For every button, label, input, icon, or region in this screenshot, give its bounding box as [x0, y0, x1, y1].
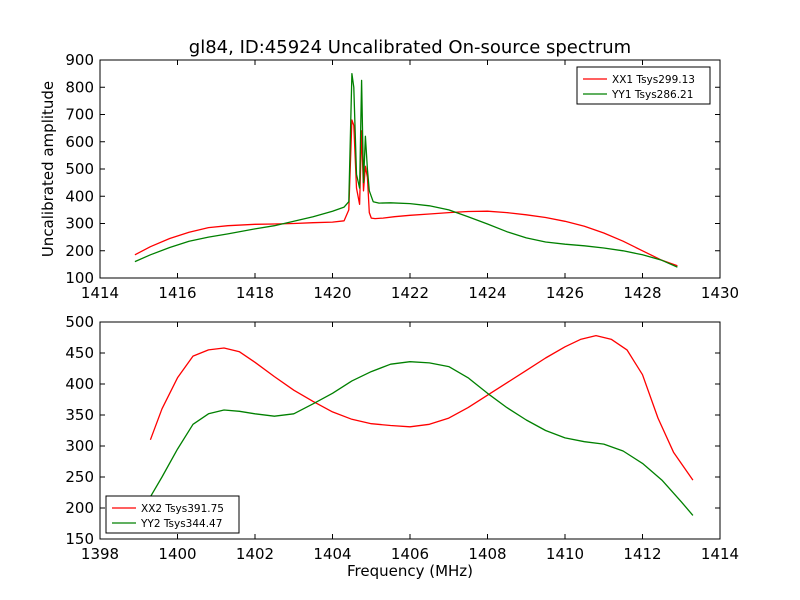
top-x-tick-label-0: 1414: [81, 284, 119, 302]
top-y-tick-label-1: 200: [65, 242, 94, 260]
top-legend-label-0: XX1 Tsys299.13: [612, 74, 695, 86]
bottom-x-tick-label-2: 1402: [236, 545, 274, 563]
bottom-legend-label-0: XX2 Tsys391.75: [141, 503, 224, 515]
top-y-tick-label-7: 800: [65, 78, 94, 96]
top-series-line-1: [134, 72, 678, 268]
bottom-y-tick-label-5: 400: [65, 375, 94, 393]
top-x-tick-label-1: 1416: [158, 284, 196, 302]
top-series-line-0: [134, 119, 678, 267]
bottom-x-tick-label-5: 1408: [468, 545, 506, 563]
bottom-legend-label-1: YY2 Tsys344.47: [140, 518, 222, 530]
bottom-y-tick-label-7: 500: [65, 313, 94, 331]
top-x-tick-label-4: 1422: [391, 284, 429, 302]
bottom-x-tick-label-3: 1404: [313, 545, 351, 563]
top-x-tick-label-2: 1418: [236, 284, 274, 302]
bottom-x-axis-label: Frequency (MHz): [347, 562, 473, 580]
bottom-y-tick-label-2: 250: [65, 468, 94, 486]
bottom-x-tick-label-4: 1406: [391, 545, 429, 563]
top-y-tick-label-3: 400: [65, 187, 94, 205]
top-x-tick-label-5: 1424: [468, 284, 506, 302]
top-x-tick-label-7: 1428: [623, 284, 661, 302]
top-y-tick-label-2: 300: [65, 215, 94, 233]
chart-bottom: 1398 1400 1402 1404 1406 1408 1410 1412 1414 150 2…: [65, 313, 739, 580]
top-y-tick-label-0: 100: [65, 269, 94, 287]
top-legend-label-1: YY1 Tsys286.21: [611, 89, 693, 101]
bottom-x-tick-label-1: 1400: [158, 545, 196, 563]
figure-title: gl84, ID:45924 Uncalibrated On-source sp…: [189, 37, 631, 58]
bottom-x-tick-label-8: 1414: [701, 545, 739, 563]
top-legend-box: [576, 66, 711, 105]
top-y-tick-label-6: 700: [65, 106, 94, 124]
chart-top: 1414 1416 1418 1420 1422 1424 1426 1428 1430 100 2…: [39, 51, 739, 302]
top-x-tick-label-8: 1430: [701, 284, 739, 302]
bottom-legend-box: [105, 495, 240, 534]
bottom-y-tick-label-6: 450: [65, 344, 94, 362]
top-x-tick-label-6: 1426: [546, 284, 584, 302]
bottom-x-tick-label-0: 1398: [81, 545, 119, 563]
bottom-x-tick-label-6: 1410: [546, 545, 584, 563]
top-y-tick-label-5: 600: [65, 133, 94, 151]
bottom-y-tick-label-0: 150: [65, 530, 94, 548]
top-y-tick-label-4: 500: [65, 160, 94, 178]
bottom-series-line-0: [149, 334, 694, 481]
bottom-y-tick-label-1: 200: [65, 499, 94, 517]
bottom-y-tick-label-3: 300: [65, 437, 94, 455]
top-y-tick-label-8: 900: [65, 51, 94, 69]
bottom-y-tick-label-4: 350: [65, 406, 94, 424]
top-y-axis-label: Uncalibrated amplitude: [39, 81, 57, 257]
bottom-series-line-1: [149, 361, 694, 516]
bottom-x-tick-label-7: 1412: [623, 545, 661, 563]
top-x-tick-label-3: 1420: [313, 284, 351, 302]
